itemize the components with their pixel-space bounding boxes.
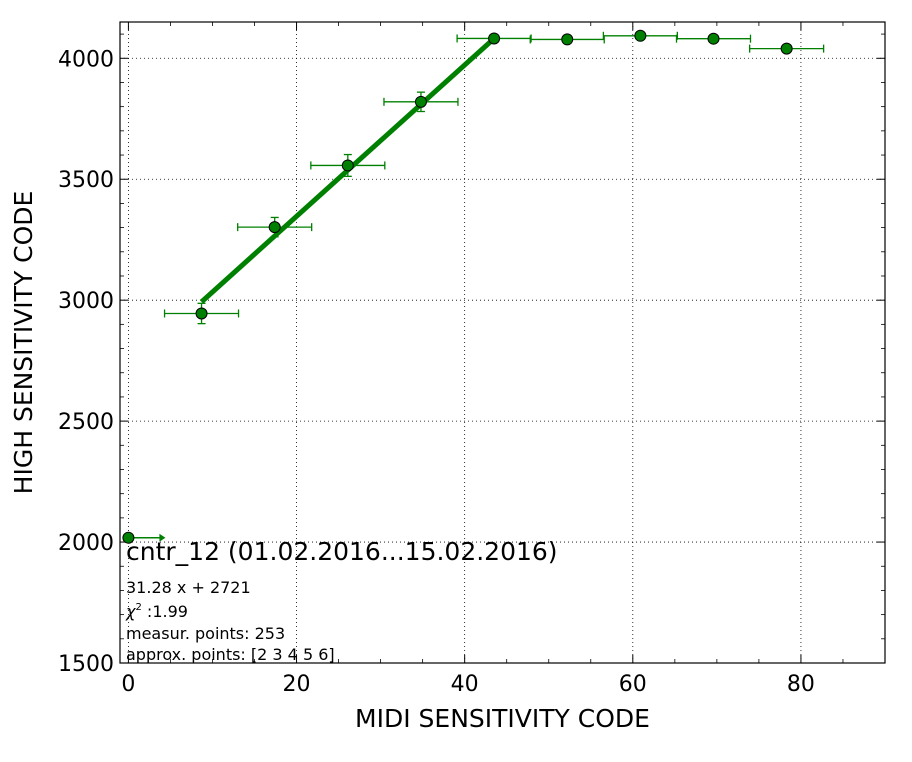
- chi2-value: :1.99: [142, 602, 188, 621]
- data-point: [780, 42, 793, 55]
- chi2-superscript: 2: [135, 602, 141, 613]
- edge-point-group: [122, 531, 166, 544]
- data-layer: [122, 29, 825, 544]
- data-point: [707, 32, 720, 45]
- data-point-group: [675, 32, 752, 45]
- tick-layer: [120, 22, 885, 664]
- y-axis-label: HIGH SENSITIVITY CODE: [9, 191, 38, 495]
- data-point-group: [310, 153, 386, 177]
- grid-layer: [120, 22, 885, 663]
- y-tick-label: 1500: [58, 652, 114, 677]
- data-point: [414, 95, 427, 108]
- annotation-block: cntr_12 (01.02.2016...15.02.2016) 31.28 …: [125, 537, 558, 664]
- data-point-group: [602, 29, 679, 42]
- data-point-group: [749, 42, 825, 55]
- y-tick-label: 4000: [58, 47, 114, 72]
- annotation-measur-points: measur. points: 253: [126, 624, 285, 643]
- y-tick-label: 3500: [58, 168, 114, 193]
- label-layer: 0 20 40 60 80 1500 2000 2500 3000 3500 4000: [58, 47, 815, 697]
- annotation-chi2: χ2 :1.99: [125, 602, 188, 621]
- annotation-title: cntr_12 (01.02.2016...15.02.2016): [126, 537, 558, 566]
- data-point: [195, 307, 208, 320]
- data-point: [341, 159, 354, 172]
- x-tick-label: 80: [787, 672, 815, 697]
- data-point-group: [383, 91, 459, 113]
- data-point: [488, 32, 501, 45]
- annotation-approx-points: approx. points: [2 3 4 5 6]: [126, 645, 335, 664]
- x-tick-label: 60: [619, 672, 647, 697]
- x-tick-label: 40: [451, 672, 479, 697]
- data-point: [268, 221, 281, 234]
- y-tick-label: 3000: [58, 289, 114, 314]
- plot-frame: [119, 21, 886, 664]
- y-tick-label: 2000: [58, 531, 114, 556]
- x-tick-label: 20: [283, 672, 311, 697]
- data-point: [634, 29, 647, 42]
- x-tick-label: 0: [121, 672, 135, 697]
- y-tick-label: 2500: [58, 410, 114, 435]
- chi2-symbol: χ: [125, 602, 136, 621]
- annotation-equation: 31.28 x + 2721: [126, 578, 251, 597]
- data-point-group: [529, 33, 605, 46]
- x-axis-label: MIDI SENSITIVITY CODE: [355, 704, 650, 733]
- edge-data-point: [122, 531, 135, 544]
- edge-arrow-head: [159, 533, 166, 542]
- data-point-group: [237, 216, 313, 238]
- data-point-group: [456, 32, 532, 45]
- data-point: [561, 33, 574, 46]
- data-point-group: [163, 302, 240, 325]
